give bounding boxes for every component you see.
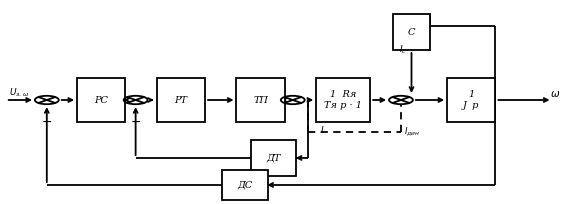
- Text: ДТ: ДТ: [266, 153, 281, 162]
- Text: РТ: РТ: [174, 95, 188, 104]
- Bar: [393, 14, 430, 50]
- Text: $I_c$: $I_c$: [399, 43, 407, 56]
- Bar: [236, 78, 285, 122]
- Text: $\omega$: $\omega$: [550, 89, 560, 99]
- Text: $I_{дин}$: $I_{дин}$: [404, 125, 420, 137]
- Bar: [77, 78, 125, 122]
- Text: 1
J  р: 1 J р: [463, 90, 479, 110]
- Text: −: −: [130, 116, 141, 129]
- Bar: [316, 78, 370, 122]
- Text: 1  Rя
Тя р · 1: 1 Rя Тя р · 1: [324, 90, 362, 110]
- Bar: [250, 140, 296, 176]
- Text: −: −: [42, 116, 52, 129]
- Bar: [447, 78, 496, 122]
- Text: $I$: $I$: [320, 124, 324, 135]
- Text: ДС: ДС: [237, 181, 253, 190]
- Text: С: С: [408, 28, 415, 37]
- Text: РС: РС: [94, 95, 108, 104]
- Bar: [222, 170, 268, 200]
- Bar: [157, 78, 205, 122]
- Text: ТП: ТП: [253, 95, 268, 104]
- Text: $U_{з.\omega}$: $U_{з.\omega}$: [9, 87, 29, 99]
